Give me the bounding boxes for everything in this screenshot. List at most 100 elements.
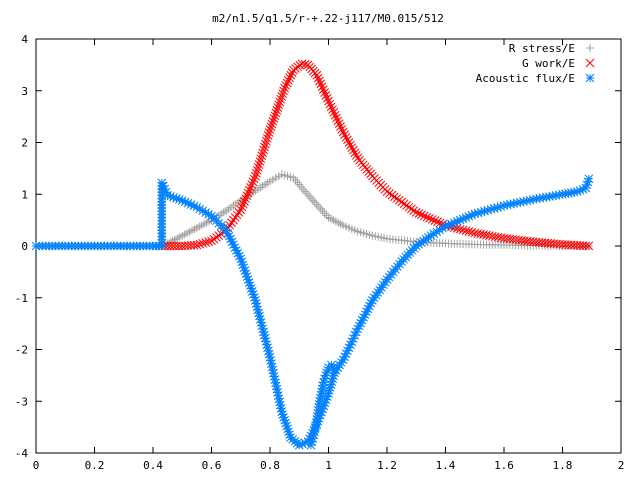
data-point	[333, 116, 343, 126]
x-tick-label: 0.2	[85, 459, 105, 472]
data-point	[344, 138, 354, 147]
data-point	[338, 127, 348, 137]
data-point	[350, 148, 360, 158]
x-tick-label: 0.4	[143, 459, 163, 472]
legend-marker	[585, 73, 595, 83]
data-point	[341, 132, 351, 142]
y-tick-label: 1	[21, 188, 28, 201]
data-point	[259, 145, 268, 155]
y-tick-label: -4	[15, 447, 29, 460]
data-point	[340, 130, 349, 140]
data-point	[305, 191, 313, 200]
data-point	[414, 209, 424, 218]
data-point	[263, 131, 273, 140]
data-point	[280, 83, 289, 93]
x-tick-label: 0.8	[260, 459, 280, 472]
data-point	[256, 154, 266, 164]
data-point	[315, 76, 324, 86]
data-point	[266, 122, 276, 132]
data-point	[324, 96, 333, 106]
data-point	[385, 189, 394, 198]
data-point	[326, 102, 336, 112]
data-point	[232, 210, 242, 220]
series-acoustic-flux-e	[306, 360, 339, 450]
x-tick-label: 1.6	[494, 459, 514, 472]
data-point	[464, 227, 474, 236]
data-point	[419, 211, 429, 221]
data-point	[318, 85, 328, 94]
legend-label: R stress/E	[509, 42, 575, 55]
data-point	[244, 185, 254, 195]
data-point	[261, 139, 270, 149]
plot-series	[31, 59, 594, 450]
data-point	[301, 187, 310, 196]
data-point	[394, 195, 404, 205]
data-point	[347, 143, 357, 153]
data-point	[310, 198, 319, 207]
data-point	[332, 113, 341, 123]
data-point	[325, 99, 335, 109]
data-point	[286, 70, 296, 80]
data-point	[253, 163, 263, 172]
data-point	[458, 225, 468, 235]
data-point	[274, 100, 284, 110]
y-tick-label: 0	[21, 240, 28, 253]
x-tick-label: 0	[33, 459, 40, 472]
x-tick-label: 1.8	[553, 459, 573, 472]
data-point	[198, 238, 208, 248]
data-point	[349, 145, 358, 155]
data-point	[425, 213, 434, 223]
data-point	[313, 73, 323, 83]
data-point	[212, 233, 221, 242]
legend-marker	[585, 58, 595, 68]
data-point	[343, 135, 352, 145]
series-r-stress-e	[157, 170, 593, 250]
data-point	[346, 140, 355, 150]
data-point	[320, 88, 329, 97]
data-point	[417, 210, 426, 220]
data-point	[252, 165, 262, 175]
data-point	[312, 70, 322, 80]
data-point	[321, 90, 331, 100]
data-point	[251, 171, 260, 181]
data-point	[407, 204, 416, 214]
data-point	[329, 108, 339, 117]
x-tick-label: 2	[618, 459, 625, 472]
data-point	[276, 94, 286, 104]
data-point	[306, 194, 315, 203]
legend-label: G work/E	[522, 57, 575, 70]
data-point	[351, 327, 361, 337]
data-point	[267, 119, 277, 129]
legend-marker	[586, 44, 594, 52]
data-point	[317, 82, 327, 92]
data-point	[316, 79, 326, 89]
data-point	[467, 227, 477, 237]
x-tick-label: 1	[325, 459, 332, 472]
data-point	[237, 202, 247, 212]
data-point	[584, 241, 594, 251]
x-tick-label: 0.6	[202, 459, 222, 472]
legend-label: Acoustic flux/E	[476, 72, 575, 85]
y-tick-label: -2	[15, 344, 28, 357]
data-point	[240, 197, 249, 206]
data-point	[201, 238, 211, 247]
data-point	[273, 103, 283, 112]
data-point	[322, 211, 331, 220]
data-point	[392, 194, 402, 203]
data-point	[337, 124, 347, 134]
data-point	[209, 234, 219, 244]
data-point	[318, 381, 328, 391]
data-point	[300, 60, 310, 69]
data-point	[402, 201, 411, 210]
data-point	[284, 76, 293, 85]
y-tick-label: 4	[21, 33, 28, 46]
data-point	[409, 206, 419, 215]
data-point	[312, 200, 321, 209]
data-point	[411, 208, 421, 217]
data-point	[461, 226, 471, 236]
data-point	[330, 110, 340, 120]
data-point	[282, 78, 292, 88]
data-point	[236, 205, 246, 215]
